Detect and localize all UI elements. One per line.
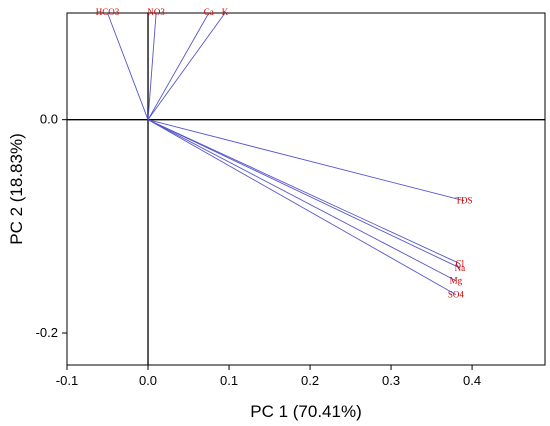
loading-vector-no3	[147, 12, 157, 120]
x-axis-ticks: -0.1 0.0 0.1 0.2 0.3 0.4	[56, 365, 481, 388]
loading-vector-hco3	[107, 12, 149, 120]
loading-vector-tds	[147, 119, 465, 202]
y-axis-title: PC 2 (18.83%)	[7, 133, 26, 245]
reference-lines	[67, 13, 545, 365]
x-tick-label: 0.3	[382, 373, 400, 388]
loading-vector-na	[147, 119, 461, 269]
y-tick-label: -0.2	[36, 325, 58, 340]
y-tick-label: 0.0	[40, 112, 58, 127]
variable-label-hco3: HCO3	[96, 7, 120, 17]
loading-vector-so4	[147, 119, 457, 295]
x-tick-label: 0.4	[463, 373, 481, 388]
loading-vector-ca	[147, 12, 210, 120]
loading-vector-mg	[147, 119, 457, 282]
x-tick-label: 0.2	[301, 373, 319, 388]
variable-label-k: K	[222, 7, 229, 17]
x-tick-label: -0.1	[56, 373, 78, 388]
variable-label-cl: Cl	[456, 259, 465, 269]
x-tick-label: 0.1	[220, 373, 238, 388]
y-axis-ticks: 0.0 -0.2	[36, 112, 67, 340]
loading-vector-k	[147, 12, 226, 120]
x-tick-label: 0.0	[139, 373, 157, 388]
variable-label-na: Na	[455, 263, 466, 273]
x-axis-title: PC 1 (70.41%)	[250, 402, 362, 421]
variable-label-tds: TDS	[455, 196, 472, 206]
variable-label-so4: SO4	[448, 290, 465, 300]
variable-label-no3: NO3	[147, 7, 165, 17]
loading-vector-cl	[147, 119, 461, 265]
plot-frame	[66, 12, 546, 366]
variable-label-mg: Mg	[450, 276, 463, 286]
variable-label-ca: Ca	[204, 7, 214, 17]
